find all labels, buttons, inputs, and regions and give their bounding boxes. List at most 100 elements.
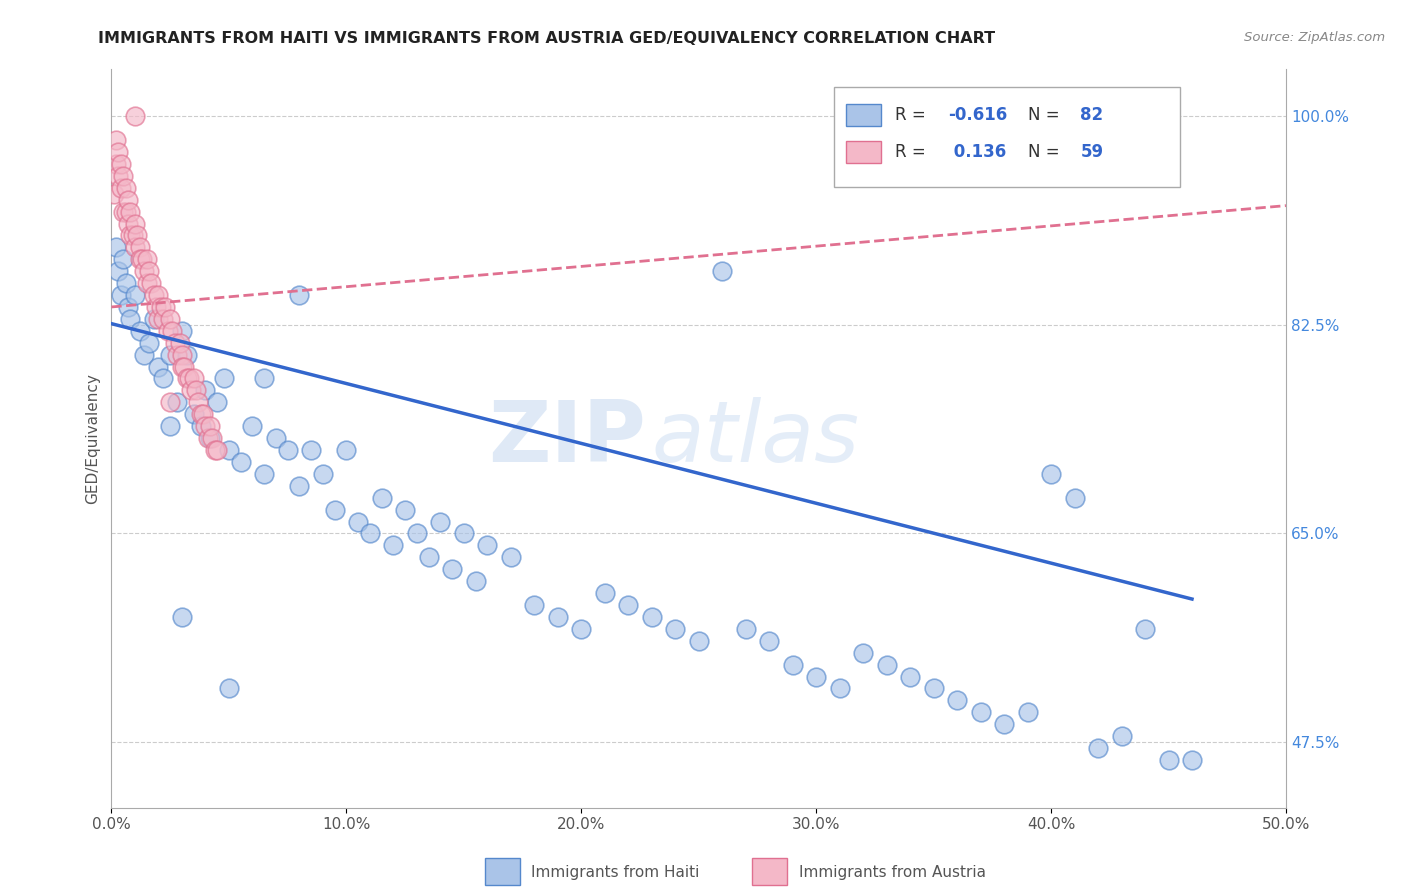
Point — [734, 622, 756, 636]
Point — [162, 324, 184, 338]
Text: Source: ZipAtlas.com: Source: ZipAtlas.com — [1244, 31, 1385, 45]
Point — [288, 288, 311, 302]
Point — [166, 395, 188, 409]
Point — [173, 359, 195, 374]
Point — [641, 610, 664, 624]
Point — [205, 443, 228, 458]
Point — [782, 657, 804, 672]
Point — [828, 681, 851, 696]
Point — [1040, 467, 1063, 481]
Point — [169, 335, 191, 350]
Point — [277, 443, 299, 458]
FancyBboxPatch shape — [834, 87, 1180, 186]
Point — [198, 419, 221, 434]
Point — [184, 384, 207, 398]
Point — [191, 407, 214, 421]
Point — [148, 288, 170, 302]
FancyBboxPatch shape — [845, 141, 880, 163]
Point — [128, 252, 150, 267]
Point — [170, 348, 193, 362]
Point — [429, 515, 451, 529]
Point — [110, 157, 132, 171]
Point — [229, 455, 252, 469]
Point — [124, 288, 146, 302]
Point — [204, 443, 226, 458]
Point — [804, 669, 827, 683]
Point — [180, 384, 202, 398]
Text: 0.136: 0.136 — [948, 143, 1005, 161]
Point — [103, 186, 125, 201]
Point — [288, 479, 311, 493]
Point — [359, 526, 381, 541]
Point — [523, 598, 546, 612]
Point — [120, 311, 142, 326]
Point — [212, 371, 235, 385]
Point — [218, 443, 240, 458]
Point — [105, 240, 128, 254]
Point — [312, 467, 335, 481]
Point — [117, 300, 139, 314]
Point — [1087, 741, 1109, 756]
Point — [131, 252, 153, 267]
Point — [922, 681, 945, 696]
Point — [166, 348, 188, 362]
Point — [107, 169, 129, 183]
Point — [335, 443, 357, 458]
Point — [194, 384, 217, 398]
Point — [198, 431, 221, 445]
Point — [453, 526, 475, 541]
Point — [1157, 753, 1180, 767]
Y-axis label: GED/Equivalency: GED/Equivalency — [86, 373, 100, 504]
Point — [159, 419, 181, 434]
Point — [569, 622, 592, 636]
Point — [117, 193, 139, 207]
Point — [128, 240, 150, 254]
Point — [190, 419, 212, 434]
Point — [299, 443, 322, 458]
Point — [152, 311, 174, 326]
Point — [176, 371, 198, 385]
Point — [617, 598, 640, 612]
Point — [124, 217, 146, 231]
Point — [145, 300, 167, 314]
Point — [135, 276, 157, 290]
Point — [159, 311, 181, 326]
Point — [946, 693, 969, 707]
Point — [138, 264, 160, 278]
Point — [418, 550, 440, 565]
Text: N =: N = — [1028, 143, 1064, 161]
Point — [124, 240, 146, 254]
Point — [163, 335, 186, 350]
Point — [112, 204, 135, 219]
Text: 59: 59 — [1080, 143, 1104, 161]
Point — [370, 491, 392, 505]
Point — [112, 252, 135, 267]
Point — [441, 562, 464, 576]
Point — [135, 252, 157, 267]
Point — [323, 502, 346, 516]
Point — [190, 407, 212, 421]
Point — [969, 706, 991, 720]
Point — [464, 574, 486, 589]
Text: Immigrants from Haiti: Immigrants from Haiti — [531, 865, 700, 880]
Point — [155, 300, 177, 314]
Point — [1133, 622, 1156, 636]
Point — [149, 300, 172, 314]
Point — [127, 228, 149, 243]
Point — [194, 419, 217, 434]
Point — [993, 717, 1015, 731]
Point — [114, 180, 136, 194]
Point — [142, 311, 165, 326]
Point — [120, 228, 142, 243]
Point — [1063, 491, 1085, 505]
Text: 82: 82 — [1080, 106, 1104, 124]
Point — [898, 669, 921, 683]
Point — [105, 133, 128, 147]
Point — [170, 324, 193, 338]
Point — [183, 371, 205, 385]
Point — [394, 502, 416, 516]
Point — [152, 371, 174, 385]
Point — [105, 157, 128, 171]
Point — [159, 395, 181, 409]
Point — [110, 288, 132, 302]
